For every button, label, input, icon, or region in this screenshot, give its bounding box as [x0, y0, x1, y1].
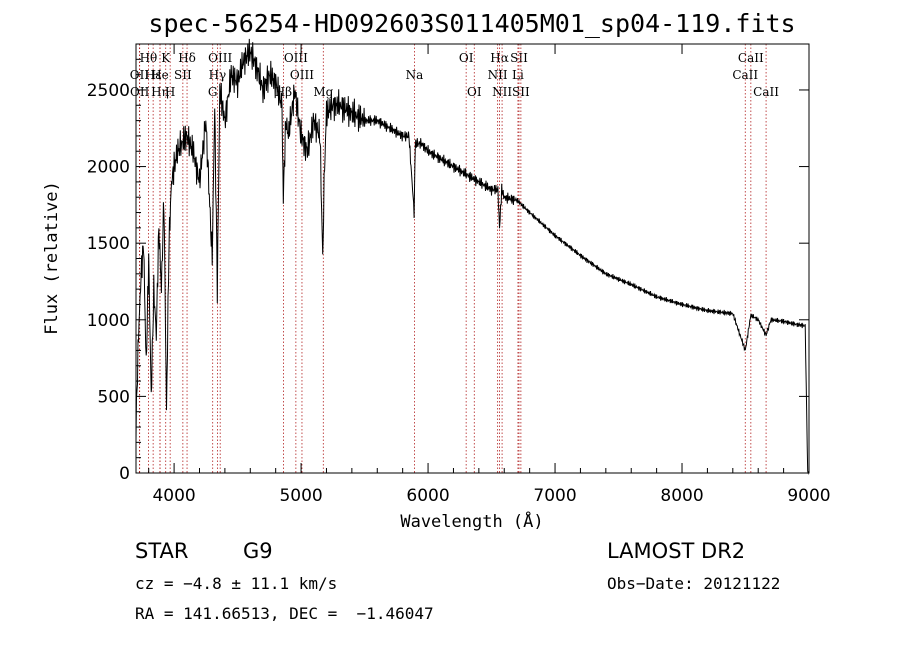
- line-marker-label: Hγ: [209, 68, 227, 82]
- line-marker-label: CaII: [738, 51, 764, 65]
- y-tick-label: 1000: [87, 311, 130, 331]
- line-marker-label: He: [151, 68, 169, 82]
- object-subclass: G9: [243, 539, 273, 563]
- line-markers: HθOIIOIIHεHηKHHeSIIHδOIIIHγGOIIIOIIIHβMg…: [130, 44, 779, 473]
- line-marker-label: OI: [459, 51, 474, 65]
- chart-title: spec-56254-HD092603S011405M01_sp04-119.f…: [148, 9, 795, 38]
- x-tick-label: 7000: [533, 486, 576, 506]
- line-marker-label: NII: [492, 85, 512, 99]
- line-marker-label: CaII: [753, 85, 779, 99]
- line-marker-label: OIII: [290, 68, 314, 82]
- object-class: STAR: [135, 539, 189, 563]
- y-tick-label: 1500: [87, 234, 130, 254]
- y-tick-label: 2500: [87, 81, 130, 101]
- line-marker-label: NII: [488, 68, 508, 82]
- redshift-text: cz = −4.8 ± 11.1 km/s: [135, 574, 338, 593]
- line-marker-label: OIII: [284, 51, 308, 65]
- line-marker-label: OIII: [208, 51, 232, 65]
- line-marker-label: Hα: [490, 51, 509, 65]
- spectrum-line: [135, 38, 810, 475]
- y-tick-label: 0: [119, 464, 130, 484]
- line-marker-label: K: [161, 51, 171, 65]
- y-tick-label: 500: [98, 387, 130, 407]
- x-tick-label: 6000: [406, 486, 449, 506]
- line-marker-label: G: [208, 85, 218, 99]
- line-marker-label: Hθ: [140, 51, 158, 65]
- x-axis: 4000 5000 6000 7000 8000 9000: [148, 44, 831, 506]
- x-tick-label: 5000: [279, 486, 322, 506]
- line-marker-label: OII: [130, 85, 150, 99]
- y-tick-label: 2000: [87, 158, 130, 178]
- line-marker-label: OI: [467, 85, 482, 99]
- line-marker-label: SII: [174, 68, 192, 82]
- line-marker-label: Mg: [313, 85, 333, 99]
- y-axis: 0 500 1000 1500 2000 2500: [87, 58, 809, 484]
- line-marker-label: Hε: [145, 68, 162, 82]
- plot-frame: [135, 43, 810, 474]
- x-tick-label: 9000: [787, 486, 830, 506]
- x-tick-label: 8000: [660, 486, 703, 506]
- coordinates: RA = 141.66513, DEC = −1.46047: [135, 604, 434, 623]
- line-marker-label: SII: [510, 51, 528, 65]
- line-marker-label: Hδ: [178, 51, 196, 65]
- obs-date: Obs−Date: 20121122: [607, 574, 781, 593]
- line-marker-label: H: [165, 85, 175, 99]
- x-axis-label: Wavelength (Å): [400, 510, 543, 532]
- x-tick-label: 4000: [152, 486, 195, 506]
- y-axis-label: Flux (relative): [42, 181, 62, 335]
- line-marker-label: Li: [512, 68, 524, 82]
- line-marker-label: CaII: [732, 68, 758, 82]
- line-marker-label: Na: [406, 68, 424, 82]
- survey-name: LAMOST DR2: [607, 539, 746, 563]
- line-marker-label: SII: [512, 85, 530, 99]
- line-marker-label: Hη: [151, 85, 169, 99]
